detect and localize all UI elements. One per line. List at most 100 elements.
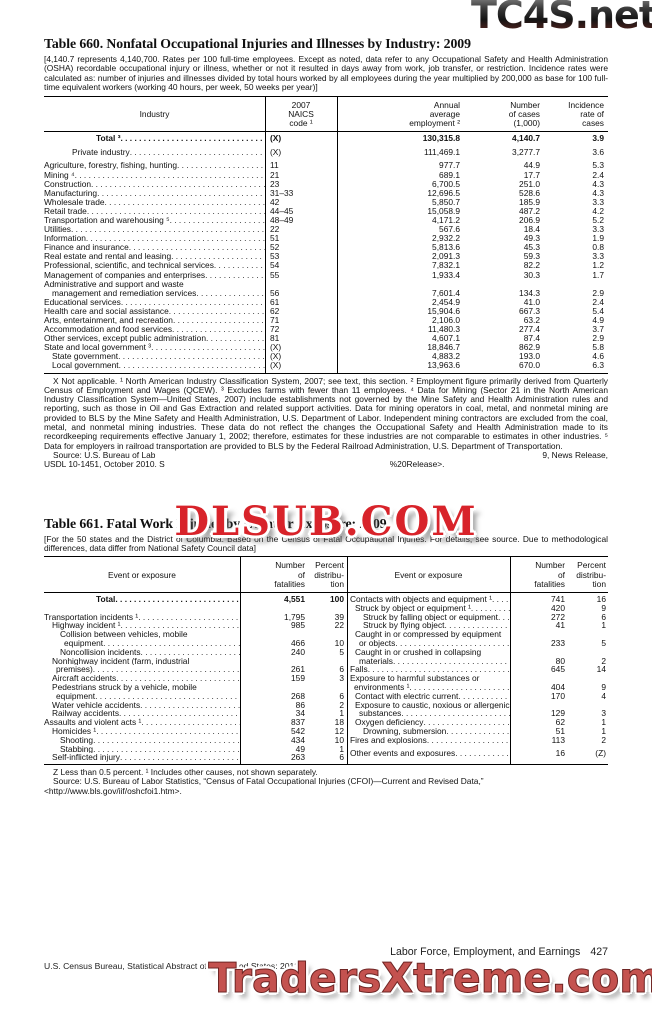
table-row: Shooting 434 10 — [44, 735, 347, 745]
naics-code-cell: 61 — [270, 296, 280, 307]
industry-label-cell: Management of companies and enterprises — [44, 271, 265, 280]
employment-cell: 7,601.4 — [432, 287, 460, 298]
percent-cell: 5 — [601, 637, 606, 648]
dot-leader — [140, 701, 240, 710]
industry-label-cell: Utilities — [44, 225, 265, 234]
naics-code-cell: 23 — [270, 178, 280, 189]
naics-code-cell: (X) — [270, 360, 282, 371]
employment-cell: 7,832.1 — [432, 260, 460, 271]
table-row: Construction 23 6,700.5 251.0 4.3 — [44, 178, 608, 189]
industry-label-cell: Educational services — [44, 298, 265, 307]
table-660-header: Industry 2007 NAICS code ¹ Annual averag… — [44, 97, 608, 133]
dot-leader — [129, 243, 265, 252]
event-label-cell: Self-inflicted injury — [44, 753, 240, 762]
watermark-bottom: TradersXtreme.com — [208, 954, 652, 1003]
table-row: Exposure to harmful substances or — [347, 674, 608, 683]
table-row: Mining ⁴ 21 689.1 17.7 2.4 — [44, 169, 608, 180]
employment-cell: 2,091.3 — [432, 251, 460, 262]
dot-leader — [151, 343, 265, 352]
dot-leader — [121, 298, 265, 307]
table-row: Water vehicle accidents 86 2 — [44, 699, 347, 710]
dot-leader — [96, 727, 240, 736]
rate-cell: 5.2 — [592, 214, 604, 225]
industry-label-cell: Accommodation and food services — [44, 325, 265, 334]
dot-leader — [141, 718, 240, 727]
naics-code-cell: 48–49 — [270, 214, 294, 225]
event-label-cell — [44, 604, 240, 613]
event-label-cell: Contact with electric current — [347, 692, 510, 701]
event-label-cell: Exposure to harmful substances or — [347, 674, 510, 683]
employment-cell: 2,932.2 — [432, 233, 460, 244]
dot-leader — [214, 261, 265, 270]
percent-cell: 9 — [601, 681, 606, 692]
table-row: Noncollision incidents 240 5 — [44, 647, 347, 657]
event-label-cell: Shooting — [44, 736, 240, 745]
dot-leader — [479, 674, 510, 683]
cases-cell: 528.6 — [519, 187, 540, 198]
table-row: Transportation incidents ¹ 1,795 39 — [44, 611, 347, 622]
rate-cell: 4.6 — [592, 351, 604, 362]
rate-cell: 5.3 — [592, 160, 604, 171]
dot-leader — [188, 630, 240, 639]
cases-cell: 206.9 — [519, 214, 540, 225]
rate-cell: 5.4 — [592, 305, 604, 316]
column-header-number-of-cases: Number of cases (1,000) — [508, 99, 540, 129]
dot-leader — [173, 316, 265, 325]
percent-cell: 2 — [339, 699, 344, 710]
table-661-vertical-rule-1 — [240, 557, 241, 765]
rate-cell: 5.8 — [592, 342, 604, 353]
column-header-percent-left: Percent distribu- tion — [314, 560, 344, 589]
naics-code-cell: 31–33 — [270, 187, 294, 198]
dot-leader — [409, 683, 510, 692]
employment-cell: 15,904.6 — [427, 305, 460, 316]
dot-leader — [44, 604, 240, 613]
percent-cell: 9 — [601, 602, 606, 613]
cases-cell: 63.2 — [523, 315, 540, 326]
table-row: Retail trade 44–45 15,058.9 487.2 4.2 — [44, 206, 608, 216]
event-label-cell: materials — [347, 657, 510, 666]
cases-cell: 45.3 — [523, 242, 540, 253]
percent-cell: 18 — [334, 717, 344, 728]
event-label-cell: Exposure to caustic, noxious or allergen… — [355, 700, 510, 710]
industry-label-cell: State and local government ³ — [44, 343, 265, 352]
event-label-cell: Stabbing — [44, 745, 240, 754]
naics-code-cell: 21 — [270, 169, 280, 180]
table-660-vertical-rule-2 — [337, 96, 338, 373]
table-row: Transportation and warehousing ⁵ 48–49 4… — [44, 214, 608, 225]
rate-cell: 3.7 — [592, 324, 604, 335]
event-label-cell: premises) — [44, 665, 240, 674]
fatalities-cell: 466 — [291, 637, 305, 648]
dot-leader — [91, 180, 265, 189]
event-label-cell: Water vehicle accidents — [44, 701, 240, 710]
naics-code-cell: 72 — [270, 324, 280, 335]
dot-leader — [205, 271, 265, 280]
table-row: environments ¹ 404 9 — [347, 683, 608, 692]
dot-leader — [118, 352, 265, 361]
event-label-cell: Struck by falling object or equipment — [347, 613, 510, 622]
naics-code-cell: 54 — [270, 260, 280, 271]
table-660-intro: [4,140.7 represents 4,140,700. Rates per… — [44, 54, 608, 93]
source-line1-left: Source: U.S. Bureau of Lab — [53, 449, 156, 460]
column-header-fatalities-right: Number of fatalities — [534, 560, 565, 589]
table-row: State and local government ³ (X) 18,846.… — [44, 343, 608, 352]
naics-code-cell: (X) — [270, 146, 282, 157]
cases-cell: 18.4 — [523, 224, 540, 235]
fatalities-cell: 420 — [551, 602, 565, 613]
event-label-cell: Homicides ¹ — [44, 727, 240, 736]
dot-leader — [75, 171, 265, 180]
fatalities-cell: 4,551 — [284, 593, 305, 604]
percent-cell: 39 — [334, 611, 344, 622]
rate-cell: 1.7 — [592, 269, 604, 280]
event-label-cell: Noncollision incidents — [44, 648, 240, 657]
dot-leader — [446, 727, 510, 736]
percent-cell: 1 — [601, 725, 606, 736]
employment-cell: 11,480.3 — [428, 324, 460, 335]
industry-label-cell: Professional, scientific, and technical … — [44, 261, 265, 270]
dot-leader — [423, 718, 510, 727]
dot-leader — [197, 683, 240, 692]
table-row: or objects 233 5 — [347, 639, 608, 648]
percent-cell: 6 — [339, 752, 344, 763]
percent-cell: 3 — [339, 673, 344, 684]
dot-leader — [119, 709, 240, 718]
percent-cell: 2 — [601, 734, 606, 745]
